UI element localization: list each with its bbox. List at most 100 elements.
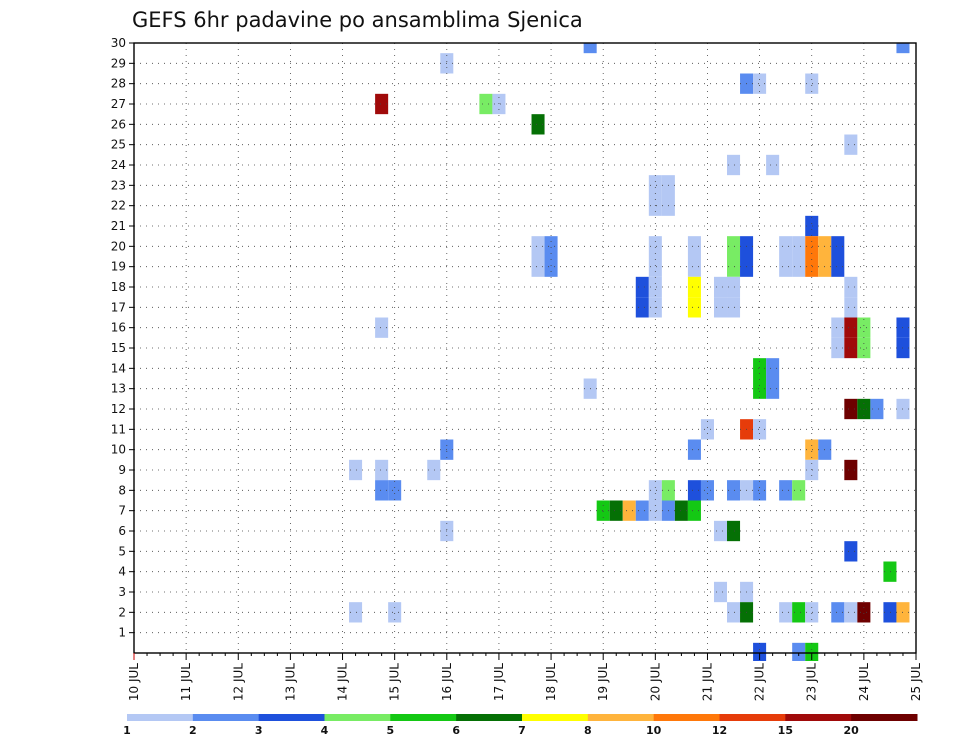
cell-28	[831, 236, 845, 257]
y-tick-label-22: 22	[111, 199, 126, 213]
cell-95	[622, 500, 636, 521]
cell-29	[531, 256, 545, 277]
cell-79	[427, 459, 441, 481]
y-tick-label-5: 5	[118, 544, 126, 558]
cell-114	[805, 602, 819, 623]
x-tick-label-1: 11 JUL	[179, 663, 193, 701]
cell-108	[349, 602, 363, 623]
cell-33	[727, 256, 741, 277]
x-tick-label-8: 18 JUL	[544, 663, 558, 701]
cell-12	[766, 154, 780, 176]
cell-94	[609, 500, 623, 521]
cell-17	[805, 215, 819, 237]
x-tick-label-4: 14 JUL	[336, 663, 350, 701]
cell-65	[766, 378, 780, 399]
y-tick-label-29: 29	[111, 56, 126, 70]
cell-118	[883, 602, 897, 623]
y-tick-label-13: 13	[111, 382, 126, 396]
legend-label-2: 2	[189, 724, 197, 737]
legend-label-8: 8	[584, 724, 592, 737]
cells-layer	[349, 43, 910, 661]
y-tick-label-28: 28	[111, 77, 126, 91]
cell-70	[700, 419, 714, 440]
legend-swatch-7	[587, 714, 655, 721]
cell-99	[674, 500, 688, 521]
x-tick-label-11: 21 JUL	[700, 663, 714, 701]
y-tick-label-19: 19	[111, 260, 126, 274]
cell-44	[727, 276, 741, 298]
cell-104	[844, 541, 858, 562]
legend-label-7: 7	[518, 724, 526, 737]
cell-115	[831, 602, 845, 623]
y-tick-label-11: 11	[111, 422, 126, 436]
grid-layer	[134, 43, 916, 653]
cell-37	[805, 256, 819, 277]
cell-87	[700, 480, 714, 501]
cell-51	[844, 297, 858, 318]
cell-122	[805, 642, 819, 661]
cell-46	[635, 297, 649, 318]
cell-121	[792, 642, 806, 661]
cell-106	[713, 581, 728, 603]
cell-0	[583, 43, 597, 54]
cell-48	[687, 297, 701, 318]
y-tick-label-9: 9	[118, 463, 126, 477]
cell-35	[779, 256, 793, 277]
cell-72	[753, 419, 767, 440]
legend-swatch-4	[390, 714, 457, 721]
legend-label-6: 6	[452, 724, 460, 737]
y-tick-label-25: 25	[111, 138, 126, 152]
cell-90	[753, 480, 767, 501]
chart-title: GEFS 6hr padavine po ansamblima Sjenica	[132, 8, 583, 32]
cell-68	[870, 398, 884, 420]
cell-5	[805, 73, 819, 94]
y-tick-label-1: 1	[118, 626, 126, 640]
cell-53	[831, 317, 845, 338]
x-tick-label-12: 22 JUL	[753, 663, 767, 701]
cell-110	[727, 602, 741, 623]
legend-swatch-10	[785, 714, 852, 721]
y-tick-label-18: 18	[111, 280, 126, 294]
cell-24	[779, 236, 793, 257]
legend-swatch-9	[719, 714, 786, 721]
cell-78	[375, 459, 389, 481]
cell-6	[375, 93, 389, 115]
legend-swatch-1	[192, 714, 260, 721]
legend-label-4: 4	[321, 724, 329, 737]
y-tick-label-14: 14	[111, 361, 126, 375]
y-tick-label-12: 12	[111, 402, 126, 416]
legend-swatch-6	[522, 714, 589, 721]
x-tick-label-9: 19 JUL	[596, 663, 610, 701]
cell-113	[792, 602, 806, 623]
cell-21	[687, 236, 701, 257]
legend-swatch-2	[258, 714, 325, 721]
cell-36	[792, 256, 806, 277]
cell-20	[648, 236, 662, 257]
x-tick-label-10: 20 JUL	[648, 663, 662, 701]
x-tick-label-14: 24 JUL	[857, 663, 871, 701]
cell-120	[753, 642, 767, 661]
cell-67	[857, 398, 871, 420]
cell-32	[687, 256, 701, 277]
cell-57	[831, 337, 845, 359]
cell-52	[375, 317, 389, 338]
cell-10	[844, 134, 858, 155]
y-tick-label-27: 27	[111, 97, 126, 111]
y-tick-label-6: 6	[118, 524, 126, 538]
y-tick-label-17: 17	[111, 300, 126, 314]
y-tick-label-16: 16	[111, 321, 126, 335]
cell-22	[727, 236, 741, 257]
cell-86	[687, 480, 701, 501]
cell-96	[635, 500, 649, 521]
x-tick-label-3: 13 JUL	[283, 663, 297, 701]
y-tick-label-10: 10	[111, 443, 126, 457]
cell-88	[727, 480, 741, 501]
cell-19	[544, 236, 558, 257]
cell-59	[857, 337, 871, 359]
legend-label-12: 12	[712, 724, 727, 737]
y-tick-label-24: 24	[111, 158, 126, 172]
color-legend: 1 2 3 4 5 6 7 8 10 12 15 20	[123, 714, 918, 737]
y-tick-label-3: 3	[118, 585, 126, 599]
cell-112	[779, 602, 793, 623]
